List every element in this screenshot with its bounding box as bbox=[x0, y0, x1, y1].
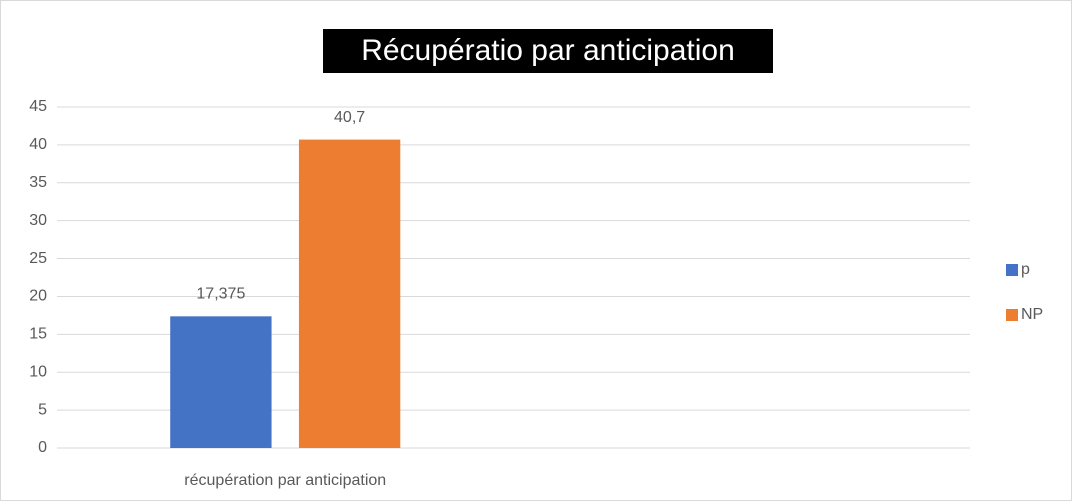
y-tick-label: 0 bbox=[38, 439, 47, 456]
bar bbox=[298, 139, 401, 448]
y-tick-label: 25 bbox=[29, 250, 47, 267]
data-label: 17,375 bbox=[196, 286, 245, 303]
y-tick-label: 15 bbox=[29, 326, 47, 343]
legend-swatch bbox=[1006, 264, 1018, 276]
title-box bbox=[323, 29, 773, 73]
y-tick-label: 10 bbox=[29, 363, 47, 380]
legend-swatch bbox=[1006, 309, 1018, 321]
legend-label: NP bbox=[1021, 306, 1043, 323]
y-tick-label: 20 bbox=[29, 288, 47, 305]
x-tick-label: récupération par anticipation bbox=[184, 472, 386, 489]
legend-label: p bbox=[1021, 261, 1030, 278]
y-tick-label: 35 bbox=[29, 174, 47, 191]
y-tick-label: 45 bbox=[29, 98, 47, 115]
chart-title: Récupératio par anticipation bbox=[361, 34, 735, 67]
y-tick-label: 5 bbox=[38, 401, 47, 418]
data-label: 40,7 bbox=[334, 109, 365, 126]
y-tick-label: 30 bbox=[29, 212, 47, 229]
bar bbox=[170, 316, 272, 448]
y-tick-label: 40 bbox=[29, 136, 47, 153]
